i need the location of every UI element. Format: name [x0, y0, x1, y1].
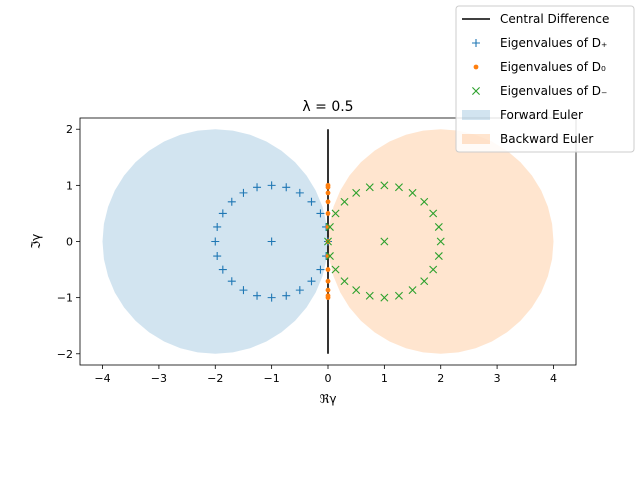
legend-swatch — [462, 134, 490, 144]
d-minus-eigenvalue-marker — [324, 237, 332, 246]
legend-label: Backward Euler — [500, 132, 593, 146]
y-tick-label: 1 — [66, 179, 73, 192]
d-zero-eigenvalue-marker — [325, 278, 331, 284]
d-minus-eigenvalue-marker — [380, 181, 389, 190]
d-plus-eigenvalue-marker — [218, 209, 227, 218]
d-plus-eigenvalue-marker — [282, 291, 291, 300]
legend-swatch — [462, 110, 490, 120]
d-minus-eigenvalue-marker — [340, 197, 349, 206]
x-tick-label: −2 — [207, 372, 223, 385]
d-minus-eigenvalue-marker — [365, 183, 374, 192]
legend-swatch — [472, 87, 480, 95]
x-tick-label: 4 — [550, 372, 557, 385]
d-minus-eigenvalue-marker — [380, 237, 389, 246]
d-plus-eigenvalue-marker — [267, 181, 276, 190]
d-zero-eigenvalue-marker — [325, 190, 331, 196]
d-plus-eigenvalue-marker — [267, 237, 276, 246]
x-tick-label: 1 — [381, 372, 388, 385]
x-axis-label: ℜγ — [320, 392, 337, 406]
d-minus-eigenvalue-marker — [340, 277, 349, 286]
d-plus-eigenvalue-marker — [239, 188, 248, 197]
d-zero-eigenvalue-marker — [325, 199, 331, 205]
y-axis-label: ℑγ — [29, 234, 43, 249]
legend-label: Central Difference — [500, 12, 609, 26]
legend-box — [455, 5, 635, 153]
x-tick-label: 0 — [325, 372, 332, 385]
d-minus-eigenvalue-marker — [408, 286, 417, 295]
d-plus-eigenvalue-marker — [307, 277, 316, 286]
x-tick-label: −1 — [264, 372, 280, 385]
d-minus-eigenvalue-marker — [365, 291, 374, 300]
chart-title: λ = 0.5 — [302, 99, 353, 115]
x-tick-label: −4 — [94, 372, 110, 385]
d-minus-eigenvalue-marker — [394, 291, 403, 300]
x-axis-ticks: −4 −3 −2 −1 0 1 2 3 4 — [94, 365, 557, 385]
d-zero-eigenvalue-marker — [325, 295, 331, 301]
y-tick-label: −1 — [57, 292, 73, 305]
d-minus-eigenvalue-marker — [331, 265, 340, 274]
d-zero-eigenvalue-marker — [325, 287, 331, 293]
d-plus-eigenvalue-marker — [253, 183, 262, 192]
y-tick-label: −2 — [57, 348, 73, 361]
legend-label: Eigenvalues of D₋ — [500, 84, 607, 98]
d-plus-eigenvalue-marker — [316, 265, 325, 274]
eigenvalue-markers — [211, 181, 445, 302]
y-tick-label: 2 — [66, 123, 73, 136]
d-minus-eigenvalue-marker — [429, 209, 438, 218]
d-minus-eigenvalue-marker — [434, 222, 443, 231]
d-plus-eigenvalue-marker — [227, 277, 236, 286]
legend-label: Eigenvalues of D₊ — [500, 36, 607, 50]
legend-label: Eigenvalues of D₀ — [500, 60, 606, 74]
d-minus-eigenvalue-marker — [436, 237, 445, 246]
d-plus-eigenvalue-marker — [239, 286, 248, 295]
d-minus-eigenvalue-marker — [420, 277, 429, 286]
d-minus-eigenvalue-marker — [352, 188, 361, 197]
d-plus-eigenvalue-marker — [267, 293, 276, 302]
y-tick-label: 0 — [66, 236, 73, 249]
d-plus-eigenvalue-marker — [213, 252, 222, 261]
d-plus-eigenvalue-marker — [218, 265, 227, 274]
d-zero-eigenvalue-marker — [325, 182, 331, 188]
x-tick-label: 3 — [494, 372, 501, 385]
d-plus-eigenvalue-marker — [282, 183, 291, 192]
d-minus-eigenvalue-marker — [380, 293, 389, 302]
d-zero-eigenvalue-marker — [325, 211, 331, 216]
x-tick-label: 2 — [437, 372, 444, 385]
d-minus-eigenvalue-marker — [325, 252, 334, 261]
d-plus-eigenvalue-marker — [213, 222, 222, 231]
y-axis-ticks: −2 −1 0 1 2 — [57, 123, 80, 361]
legend: Central Difference Eigenvalues of D₊ Eigen… — [455, 5, 635, 153]
x-tick-label: −3 — [151, 372, 167, 385]
d-plus-eigenvalue-marker — [211, 237, 220, 246]
d-minus-eigenvalue-marker — [325, 222, 334, 231]
d-plus-eigenvalue-marker — [307, 197, 316, 206]
d-zero-eigenvalue-marker — [325, 267, 331, 272]
d-minus-eigenvalue-marker — [408, 188, 417, 197]
d-minus-eigenvalue-marker — [434, 252, 443, 261]
d-plus-eigenvalue-marker — [295, 188, 304, 197]
d-minus-eigenvalue-marker — [429, 265, 438, 274]
d-minus-eigenvalue-marker — [331, 209, 340, 218]
d-plus-eigenvalue-marker — [227, 197, 236, 206]
d-plus-eigenvalue-marker — [253, 291, 262, 300]
d-minus-eigenvalue-marker — [420, 197, 429, 206]
legend-swatch — [473, 64, 479, 70]
d-minus-eigenvalue-marker — [394, 183, 403, 192]
legend-swatch — [472, 39, 480, 47]
d-minus-eigenvalue-marker — [352, 286, 361, 295]
legend-label: Forward Euler — [500, 108, 583, 122]
d-plus-eigenvalue-marker — [295, 286, 304, 295]
d-plus-eigenvalue-marker — [316, 209, 325, 218]
